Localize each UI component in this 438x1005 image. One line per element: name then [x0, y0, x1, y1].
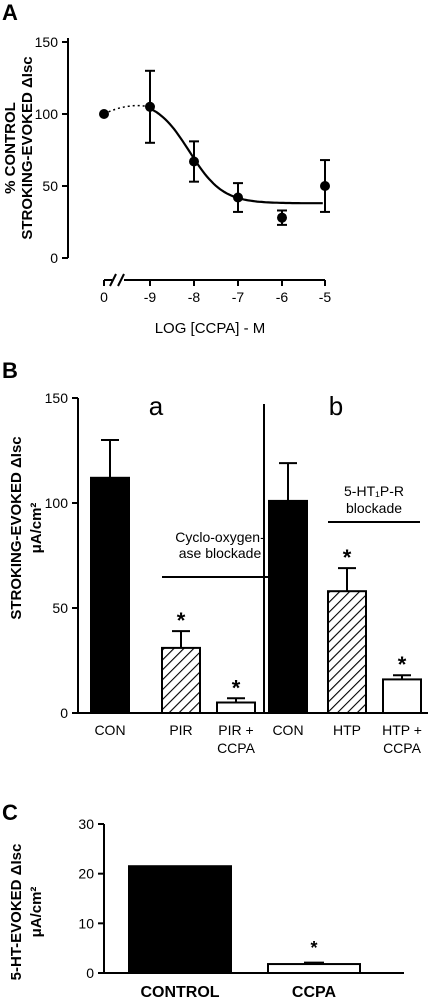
x-tick-label-a: -7	[232, 289, 245, 305]
y-axis-label-a-line1: % CONTROL	[2, 102, 19, 194]
y-tick-label-c: 10	[78, 915, 94, 931]
data-point	[233, 192, 243, 203]
data-point	[320, 181, 330, 191]
panel-label-c: C	[2, 800, 18, 825]
bar	[268, 499, 308, 714]
y-axis-label-c-line1: 5-HT-EVOKED ΔIsc	[8, 844, 25, 981]
y-axis-label-c-line2: μA/cm²	[28, 887, 45, 938]
x-tick-label-a: 0	[100, 289, 108, 305]
significance-star: *	[343, 545, 352, 570]
fit-curve	[149, 107, 323, 205]
x-tick-label-a: -9	[144, 289, 157, 305]
bar	[327, 590, 367, 715]
subpanel-label-b: b	[329, 391, 343, 421]
y-tick-label-a: 50	[42, 178, 58, 194]
category-label: HTP +	[382, 722, 422, 738]
x-tick-label-a: -8	[188, 289, 201, 305]
category-label: PIR	[169, 722, 192, 738]
bar	[161, 646, 201, 715]
y-axis-label-b-line1: STROKING-EVOKED ΔIsc	[8, 436, 25, 619]
category-label: CONTROL	[140, 984, 219, 1001]
significance-star: *	[310, 938, 317, 958]
y-tick-label-c: 20	[78, 866, 94, 882]
panel-a: A % CONTROL STROKING-EVOKED ΔIsc LOG [CC…	[2, 0, 331, 337]
panel-label-b: B	[2, 358, 18, 383]
axes-a: 0 50 100 150 0 -9 -8 -7 -6 -5	[35, 34, 332, 305]
data-point	[189, 156, 199, 167]
plot-area-a	[99, 69, 330, 226]
panel-b: B STROKING-EVOKED ΔIsc μA/cm² a b Cyclo-…	[2, 358, 428, 756]
significance-star: *	[232, 675, 241, 700]
y-axis-label-b-line2: μA/cm²	[28, 503, 45, 554]
annotation-5ht1p-line1: 5-HT₁P-R	[344, 483, 404, 499]
bar	[128, 865, 232, 975]
category-label: CON	[94, 722, 125, 738]
dotted-connector	[103, 104, 151, 115]
y-tick-label-b: 100	[45, 495, 69, 511]
data-point	[277, 212, 287, 223]
panel-c: C 5-HT-EVOKED ΔIsc μA/cm² 0 10 20 30 CONTRO…	[2, 800, 404, 1001]
category-label: HTP	[333, 722, 361, 738]
annotation-cyclooxygenase-line2: ase blockade	[179, 545, 262, 561]
y-tick-label-c: 0	[86, 965, 94, 981]
bar	[90, 476, 130, 714]
category-label: CCPA	[383, 740, 422, 756]
y-axis-label-a-line2: STROKING-EVOKED ΔIsc	[19, 56, 36, 239]
y-tick-label-b: 150	[45, 390, 69, 406]
category-label: CCPA	[217, 740, 256, 756]
x-tick-label-a: -5	[319, 289, 332, 305]
bar	[216, 701, 256, 714]
data-point	[99, 109, 109, 119]
axes-c: 0 10 20 30	[78, 816, 404, 981]
y-tick-label-b: 0	[60, 705, 68, 721]
panel-label-a: A	[2, 0, 18, 25]
x-axis-label-a: LOG [CCPA] - M	[155, 320, 266, 337]
y-tick-label-a: 100	[35, 106, 59, 122]
significance-star: *	[398, 652, 407, 677]
category-label: CCPA	[292, 984, 337, 1001]
bar	[267, 963, 361, 974]
bar	[382, 678, 422, 715]
y-tick-label-c: 30	[78, 816, 94, 832]
subpanel-label-a: a	[149, 391, 164, 421]
y-tick-label-a: 150	[35, 34, 59, 50]
significance-star: *	[177, 608, 186, 633]
category-label: CON	[272, 722, 303, 738]
plot-area-c: CONTROL * CCPA	[128, 865, 361, 1001]
x-tick-label-a: -6	[276, 289, 289, 305]
annotation-cyclooxygenase-line1: Cyclo-oxygen-	[175, 529, 265, 545]
plot-area-b: CON * PIR * PIR + CCPA CON * HTP * HTP + CCPA	[90, 439, 422, 756]
y-tick-label-a: 0	[50, 250, 58, 266]
category-label: PIR +	[218, 722, 253, 738]
y-tick-label-b: 50	[52, 600, 68, 616]
axis-break-mark	[109, 273, 117, 287]
annotation-5ht1p-line2: blockade	[346, 500, 402, 516]
data-point	[145, 101, 155, 112]
axis-break-mark	[117, 273, 125, 287]
